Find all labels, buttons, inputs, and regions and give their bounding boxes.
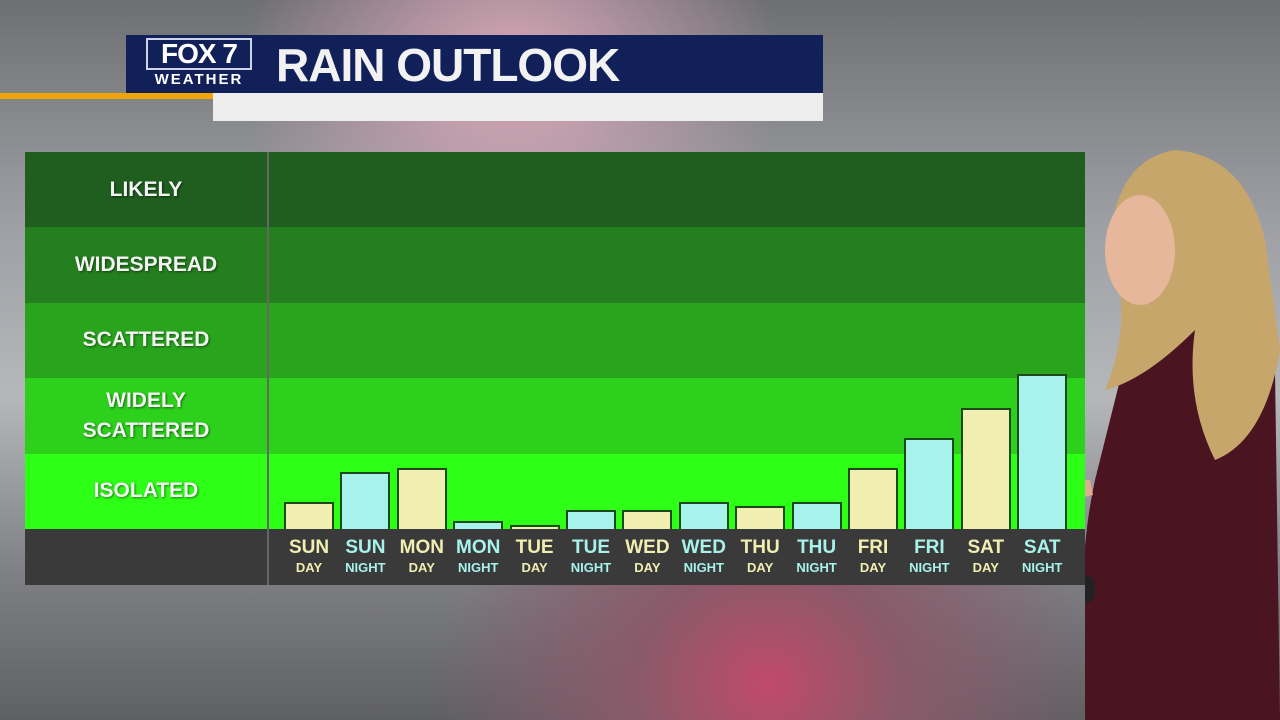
bar-sun-day — [284, 501, 334, 529]
bar-sat-day — [960, 408, 1011, 529]
bar-tue-day — [509, 525, 560, 529]
x-tick-label: THU DAY — [732, 537, 788, 577]
y-category-label: SCATTERED — [25, 302, 267, 379]
tick-period: NIGHT — [1021, 560, 1063, 575]
x-tick-label: MON NIGHT — [450, 537, 506, 577]
tick-period: DAY — [859, 560, 887, 575]
tick-period: DAY — [521, 560, 548, 575]
bar-sat-night — [1017, 373, 1068, 529]
tick-period: DAY — [295, 560, 323, 575]
bar-wed-night — [678, 501, 729, 529]
bar-thu-night — [791, 501, 842, 529]
tick-day: SUN — [288, 537, 330, 558]
page-title: RAIN OUTLOOK — [276, 39, 620, 91]
y-category-label: WIDELY SCATTERED — [25, 378, 267, 454]
y-category-label: LIKELY — [25, 152, 267, 228]
category-band — [269, 302, 1085, 379]
bar-fri-night — [904, 437, 955, 529]
tick-day: MON — [456, 537, 501, 558]
subtitle-bar — [213, 93, 823, 121]
tick-day: SUN — [345, 537, 386, 558]
x-tick-label: THU NIGHT — [789, 537, 845, 577]
bar-thu-day — [735, 505, 786, 529]
tick-period: NIGHT — [570, 560, 612, 575]
x-tick-label: SUN DAY — [281, 537, 337, 577]
category-band — [269, 152, 1085, 228]
x-tick-label: TUE DAY — [507, 537, 563, 577]
plot-area — [269, 152, 1085, 529]
tick-day: MON — [399, 537, 444, 558]
tick-period: NIGHT — [683, 560, 725, 575]
tick-period: DAY — [634, 560, 661, 575]
y-category-labels: LIKELY WIDESPREAD SCATTERED WIDELY SCATTERE… — [25, 152, 267, 529]
tick-period: NIGHT — [909, 560, 950, 575]
tick-day: THU — [797, 537, 837, 558]
accent-stripe — [0, 93, 213, 99]
tick-day: TUE — [515, 537, 554, 558]
tick-period: NIGHT — [796, 560, 837, 575]
presenter-figure — [1085, 150, 1280, 720]
tick-day: SAT — [1023, 537, 1061, 558]
bar-tue-night — [566, 510, 616, 529]
x-tick-label: SAT DAY — [958, 537, 1014, 577]
tick-period: DAY — [408, 560, 435, 575]
bar-wed-day — [622, 510, 673, 529]
tick-day: TUE — [572, 537, 610, 558]
axis-divider — [267, 152, 269, 585]
tick-period: NIGHT — [345, 560, 386, 575]
tick-day: SAT — [967, 537, 1005, 558]
x-tick-label: TUE NIGHT — [563, 537, 619, 577]
tick-day: FRI — [857, 537, 889, 558]
logo-bottom: WEATHER — [154, 71, 244, 88]
x-tick-label: WED DAY — [619, 537, 675, 577]
x-tick-label: MON DAY — [394, 537, 450, 577]
bar-mon-night — [453, 520, 504, 529]
fox7-weather-logo: FOX 7 WEATHER — [144, 38, 254, 92]
title-banner — [126, 35, 823, 93]
bar-fri-day — [848, 467, 898, 529]
tick-period: NIGHT — [457, 560, 499, 575]
tick-day: FRI — [914, 537, 945, 558]
category-band — [269, 227, 1085, 303]
tick-day: THU — [740, 537, 780, 558]
x-tick-label: WED NIGHT — [676, 537, 732, 577]
bar-mon-day — [396, 467, 447, 529]
tick-period: DAY — [747, 560, 774, 575]
logo-top: FOX 7 — [146, 38, 252, 70]
y-category-label: ISOLATED — [25, 453, 267, 529]
x-axis: SUN DAY SUN NIGHT MON DAY MON NIGHT TUE DAY TUE NIG… — [25, 529, 1085, 585]
y-category-label: WIDESPREAD — [25, 227, 267, 303]
tick-day: WED — [625, 537, 670, 558]
tick-period: DAY — [972, 560, 999, 575]
x-tick-label: SAT NIGHT — [1014, 537, 1070, 577]
x-tick-label: SUN NIGHT — [337, 537, 393, 577]
x-tick-label: FRI DAY — [845, 537, 901, 577]
x-tick-label: FRI NIGHT — [901, 537, 957, 577]
bar-sun-night — [340, 471, 391, 529]
tick-day: WED — [681, 537, 726, 558]
